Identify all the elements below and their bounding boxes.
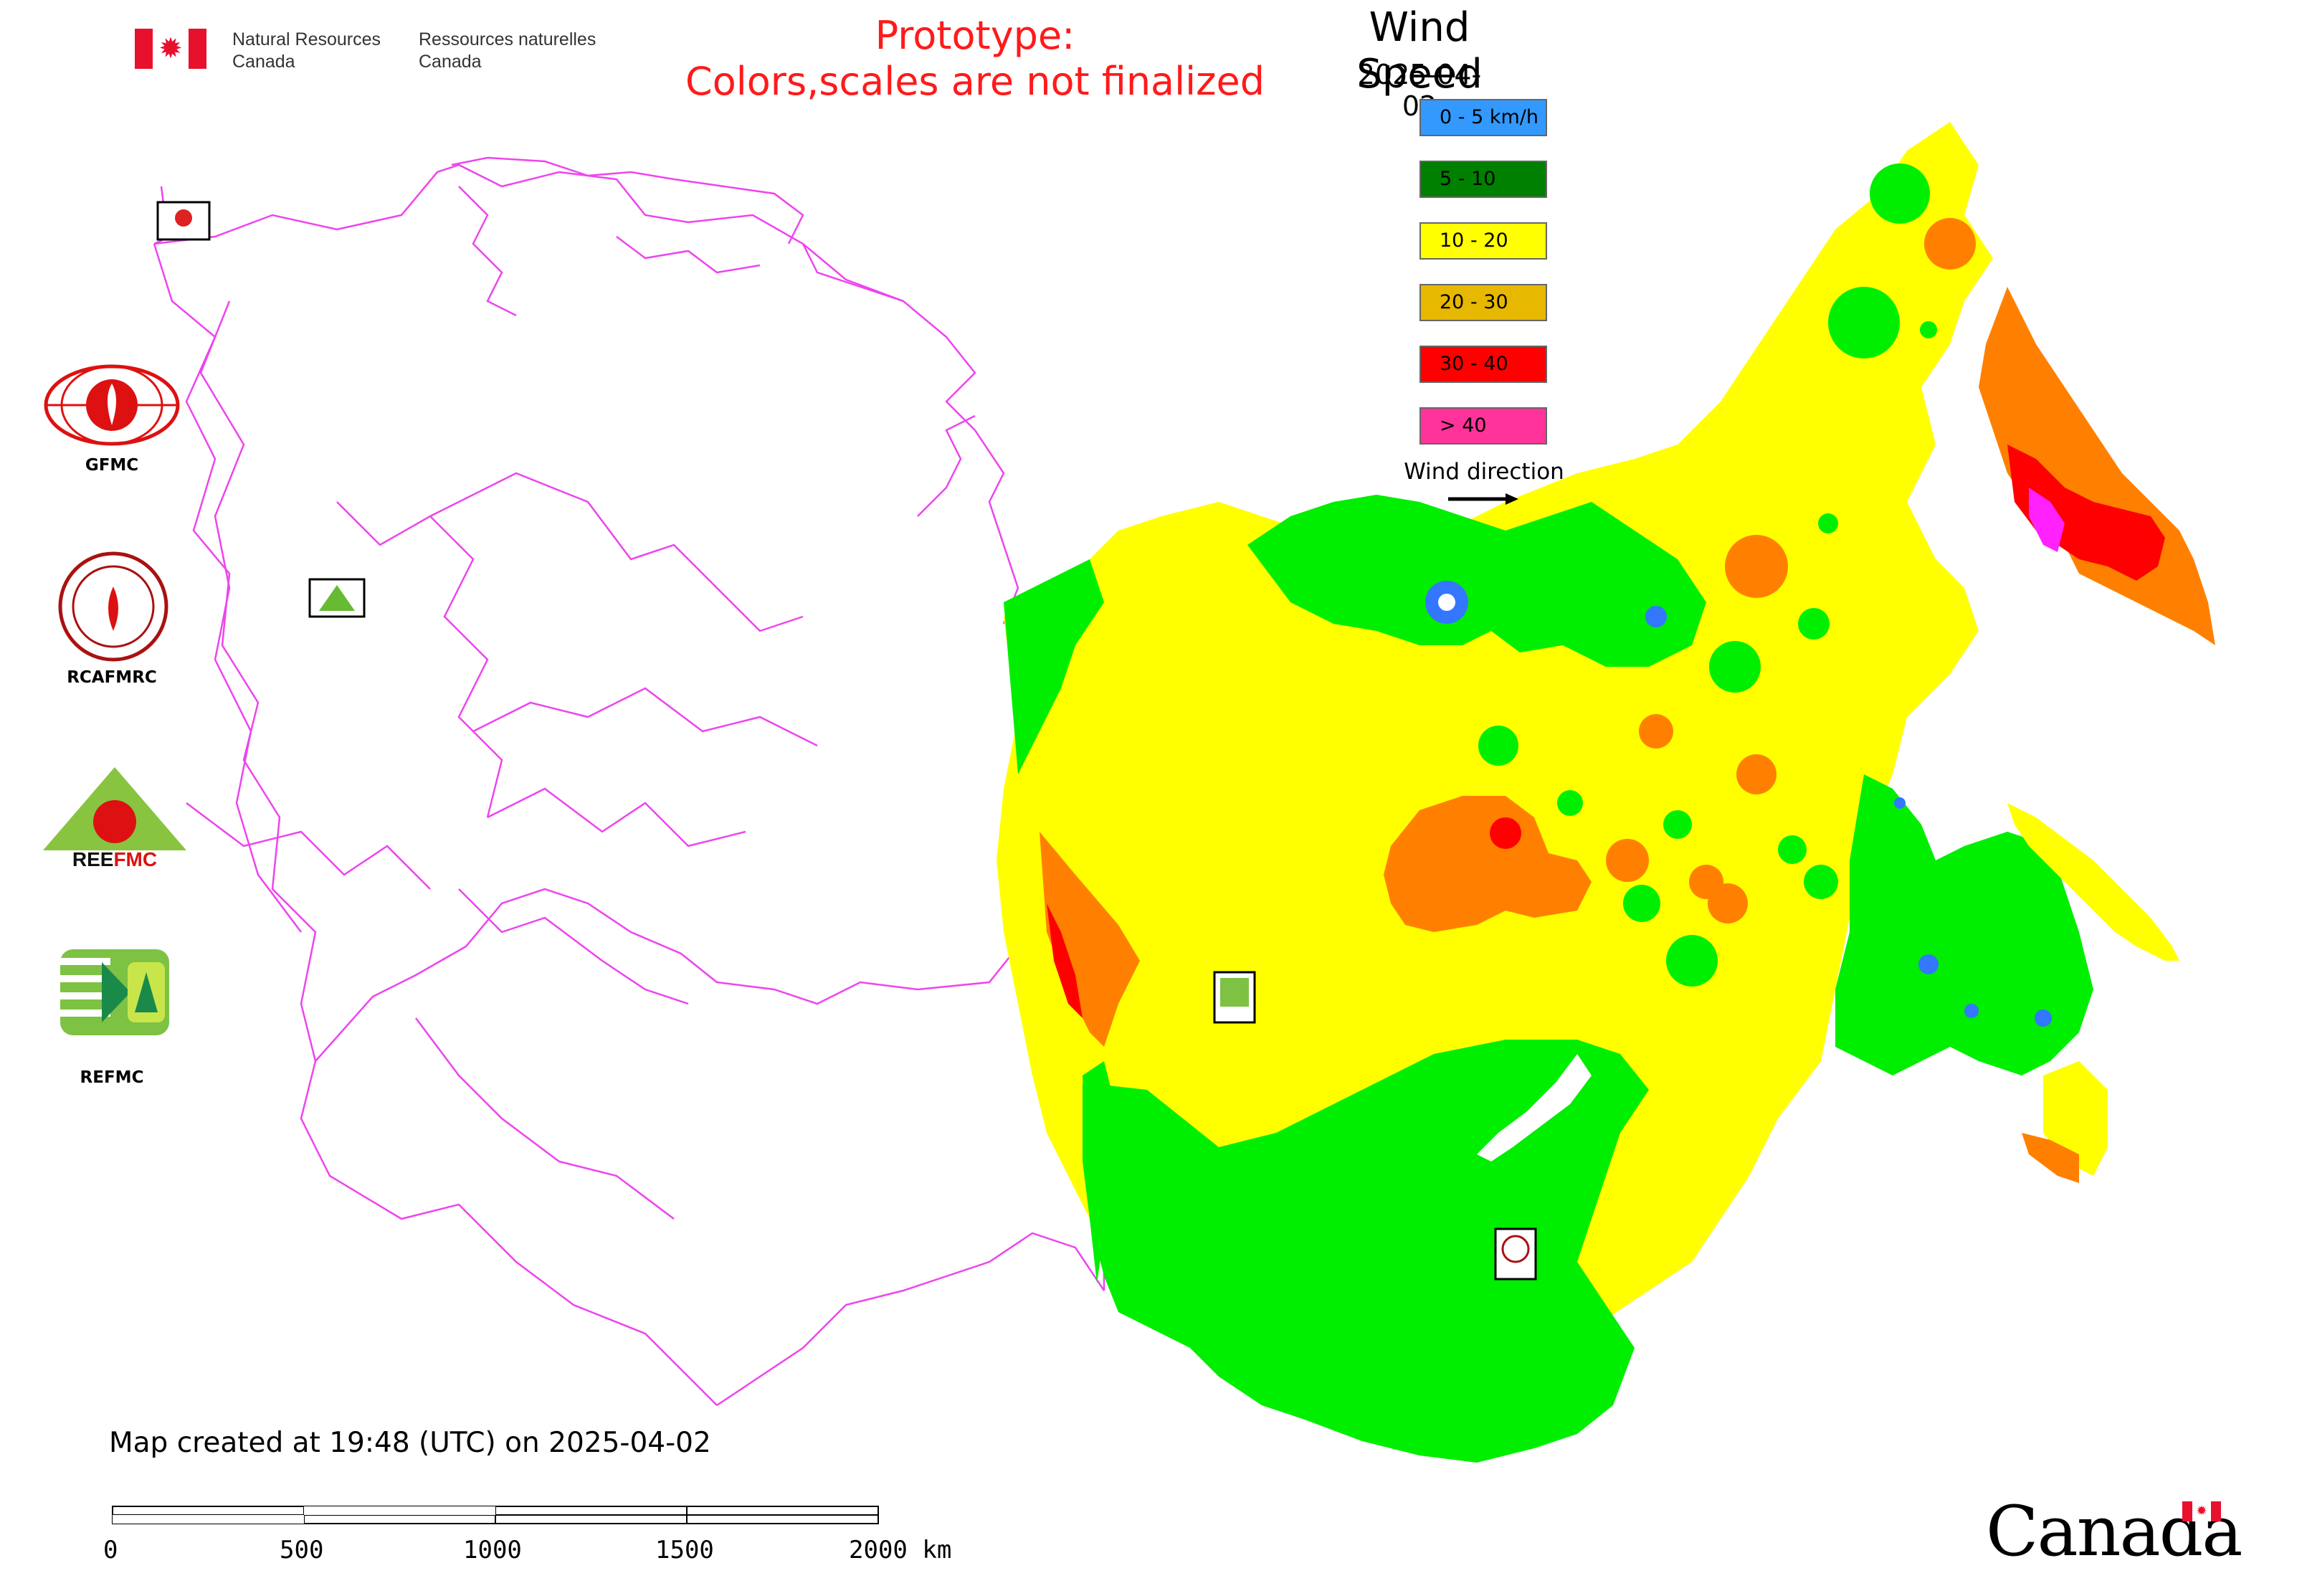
country-boundaries <box>153 156 1105 1407</box>
reefmc-logo-icon[interactable]: REEFMC <box>39 764 191 869</box>
wind-cell-orange <box>1924 218 1976 270</box>
wind-cell-green <box>1709 641 1761 693</box>
agency-name-en: Natural Resources Canada <box>232 29 381 72</box>
wind-cell-green <box>1920 321 1937 338</box>
wind-field-green-north <box>1247 495 1706 667</box>
nrcan-logo: ✹ Natural Resources Canada Ressources na… <box>135 29 605 73</box>
map-created-timestamp: Map created at 19:48 (UTC) on 2025-04-02 <box>109 1427 711 1459</box>
legend-date: 2025-04-02 <box>1357 59 1482 122</box>
rcafmrc-map-marker[interactable] <box>1494 1227 1537 1281</box>
wind-field-green-west <box>1004 559 1104 774</box>
wordmark-flag-icon: ✹ <box>2182 1501 2221 1521</box>
wind-cell-green <box>1478 726 1518 766</box>
prototype-line-2: Colors,scales are not finalized <box>685 59 1265 104</box>
wind-cell-green <box>1818 513 1838 533</box>
legend-list: 0 - 5 km/h 5 - 10 10 - 20 20 - 30 30 - 4… <box>1419 99 1547 469</box>
wind-cell-blue <box>1645 606 1667 627</box>
legend-item: 30 - 40 <box>1419 346 1547 383</box>
lake-baikal <box>1477 1054 1592 1162</box>
reefmc-marker-icon <box>319 585 355 611</box>
rcafmrc-marker-icon <box>1501 1235 1530 1263</box>
scale-label: 500 <box>280 1536 324 1564</box>
rcafmrc-logo-icon[interactable] <box>57 551 169 662</box>
scale-label: 0 <box>103 1536 118 1564</box>
wind-field-orange-west <box>1040 832 1140 1047</box>
wind-cell-green <box>1804 865 1838 899</box>
wind-cell-green <box>1798 608 1830 640</box>
wind-field-orange-islands <box>2022 1133 2079 1183</box>
wind-cell-green <box>1666 935 1718 987</box>
wind-cell-center <box>1438 594 1455 611</box>
agency-name-fr: Ressources naturelles Canada <box>419 29 596 72</box>
wind-cell-blue <box>1964 1004 1979 1018</box>
wind-cell-orange <box>1606 839 1649 882</box>
wind-cell-green <box>1557 790 1583 816</box>
legend-item: 5 - 10 <box>1419 161 1547 198</box>
refmc-marker-icon <box>1220 978 1249 1007</box>
wind-field-green-southwest <box>1083 1061 1118 1283</box>
canada-flag-icon: ✹ <box>135 29 206 69</box>
wind-cell-orange <box>1725 535 1788 598</box>
wind-direction-arrow-icon <box>1448 493 1518 505</box>
wind-cell-orange <box>1639 714 1673 749</box>
wind-field-red-west <box>1047 903 1083 1018</box>
wind-field-orange-central <box>1384 796 1592 932</box>
wind-cell-blue <box>1894 797 1906 809</box>
prototype-line-1: Prototype: <box>875 13 1075 58</box>
wind-field-green-east <box>1835 774 2093 1075</box>
legend-title: Wind Speed <box>1356 4 1483 98</box>
wind-cell-green <box>1663 810 1692 839</box>
refmc-logo-icon[interactable] <box>59 948 171 1037</box>
wind-cell-green <box>1828 287 1900 358</box>
wind-cell-green <box>1623 885 1660 922</box>
wind-cell-green <box>1870 163 1930 224</box>
legend-item: 0 - 5 km/h <box>1419 99 1547 136</box>
legend-item: 10 - 20 <box>1419 222 1547 260</box>
wind-field-yellow-southeast <box>2007 803 2179 961</box>
scale-label: 2000 km <box>849 1536 952 1564</box>
scale-label: 1500 <box>655 1536 714 1564</box>
svg-text:REEFMC: REEFMC <box>72 848 157 869</box>
refmc-label: REFMC <box>80 1068 144 1087</box>
wind-direction-label: Wind direction <box>1404 459 1564 485</box>
wind-field-magenta-northeast <box>2029 488 2065 552</box>
gfmc-label: GFMC <box>85 456 139 475</box>
wind-cell-red <box>1490 817 1521 849</box>
wind-field-red-northeast <box>2007 445 2165 581</box>
wind-cell-orange <box>1736 754 1777 794</box>
wind-cell-green <box>1778 835 1807 864</box>
legend-item: > 40 <box>1419 407 1547 445</box>
scale-label: 1000 <box>463 1536 522 1564</box>
wind-cell-blue <box>2035 1010 2052 1027</box>
scale-bar <box>112 1506 879 1524</box>
wind-cell-blue <box>1918 954 1939 974</box>
gfmc-marker-icon <box>175 209 192 227</box>
rcafmrc-label: RCAFMRC <box>67 668 157 687</box>
prototype-notice: Prototype: Colors,scales are not finaliz… <box>667 13 1283 105</box>
legend-item: 20 - 30 <box>1419 284 1547 321</box>
wind-cell-orange <box>1708 883 1748 923</box>
gfmc-logo-icon[interactable] <box>42 362 182 448</box>
